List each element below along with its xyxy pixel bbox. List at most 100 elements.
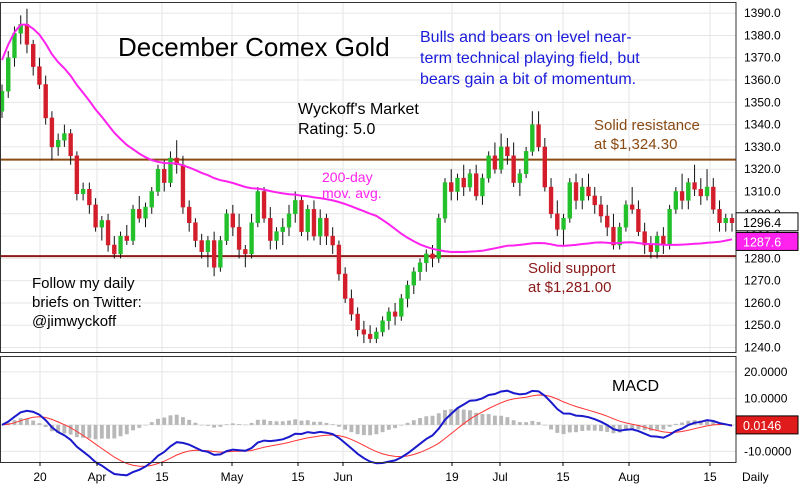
- candle-body: [130, 209, 136, 241]
- candle-body: [49, 117, 55, 148]
- macd-histogram-bar: [355, 424, 360, 435]
- macd-histogram-bar: [131, 424, 135, 431]
- price-tick-label: 1270.0: [744, 274, 781, 288]
- candle-body: [442, 182, 448, 219]
- x-tick-label: Jun: [333, 470, 352, 484]
- candle-body: [55, 139, 61, 148]
- macd-histogram-bar: [318, 421, 323, 425]
- candle-body: [199, 240, 204, 252]
- macd-histogram-bar: [630, 424, 635, 430]
- candle-body: [536, 124, 541, 148]
- macd-value-badge-box: [735, 415, 799, 435]
- x-tick-label: Aug: [618, 470, 639, 484]
- candle-body: [661, 235, 666, 246]
- macd-histogram-bar: [62, 424, 67, 434]
- macd-histogram-bar: [517, 422, 522, 425]
- price-tick-label: 1340.0: [744, 118, 781, 132]
- macd-histogram-bar: [574, 424, 578, 433]
- price-tick-label: 1280.0: [744, 251, 781, 265]
- macd-histogram-bar: [149, 422, 154, 425]
- macd-histogram-bar: [680, 422, 685, 425]
- candle-body: [374, 331, 379, 339]
- candle-body: [124, 235, 129, 241]
- macd-histogram-bar: [87, 424, 92, 439]
- macd-histogram-bar: [124, 424, 129, 435]
- macd-histogram-bar: [162, 417, 167, 425]
- candle-body: [68, 133, 73, 157]
- candle-body: [467, 173, 473, 188]
- x-tick-label: 15: [703, 470, 717, 484]
- candle-body: [224, 213, 229, 241]
- macd-tick-label: 20.0000: [744, 365, 788, 379]
- macd-histogram-bar: [411, 420, 416, 425]
- candle-body: [692, 182, 697, 190]
- macd-label: MACD: [612, 378, 660, 395]
- candle-body: [605, 215, 610, 228]
- macd-histogram-bar: [430, 415, 435, 425]
- moving-average-badge-text: 1287.6: [743, 235, 781, 249]
- macd-panel-frame: [0, 356, 737, 463]
- macd-histogram-bar: [137, 424, 142, 428]
- macd-histogram-bar: [555, 424, 560, 433]
- macd-histogram-bar: [174, 414, 179, 425]
- macd-histogram-bar: [230, 423, 235, 425]
- macd-histogram-bar: [268, 420, 273, 425]
- candle-body: [243, 249, 248, 255]
- candle-body: [249, 222, 254, 255]
- candle-body: [31, 44, 36, 67]
- candle-body: [430, 253, 435, 259]
- macd-histogram-bar: [711, 421, 716, 425]
- macd-histogram-bar: [212, 424, 217, 428]
- macd-histogram-bar: [249, 422, 254, 425]
- macd-histogram-bar: [143, 424, 148, 426]
- frequency-label: Daily: [742, 470, 769, 484]
- macd-histogram-bar: [330, 424, 335, 425]
- macd-histogram-bar: [312, 421, 316, 425]
- price-panel-frame: [0, 2, 737, 353]
- macd-histogram-bar: [393, 424, 398, 429]
- candle-body: [143, 206, 148, 219]
- candle-body: [704, 186, 710, 197]
- macd-histogram-bar: [343, 424, 348, 430]
- macd-histogram-bar: [187, 419, 192, 425]
- moving-average-line: [1, 23, 733, 254]
- last-price-badge-text: 1296.4: [743, 216, 781, 230]
- macd-histogram-bar: [686, 420, 691, 425]
- macd-histogram-bar: [106, 424, 111, 439]
- candle-body: [293, 200, 298, 215]
- candle-body: [617, 226, 622, 246]
- candle-body: [648, 244, 654, 252]
- macd-histogram-bar: [399, 424, 404, 426]
- macd-histogram-bar: [536, 421, 541, 425]
- macd-histogram-bar: [168, 415, 173, 425]
- macd-histogram-bar: [530, 420, 535, 425]
- macd-histogram-bar: [255, 419, 260, 425]
- last-price-badge-box: [735, 212, 799, 232]
- macd-histogram-bar: [505, 417, 510, 425]
- candle-body: [186, 206, 192, 223]
- macd-histogram-bar: [661, 424, 666, 430]
- x-tick-label: 19: [445, 470, 459, 484]
- candle-body: [137, 209, 142, 219]
- macd-histogram-bar: [193, 422, 198, 425]
- macd-histogram-bar: [605, 424, 610, 432]
- candle-body: [417, 262, 423, 272]
- x-tick-label: Jul: [492, 470, 507, 484]
- candle-body: [555, 213, 560, 230]
- x-tick-label: 15: [556, 470, 570, 484]
- macd-histogram-bar: [561, 424, 566, 435]
- macd-histogram-bar: [349, 424, 354, 433]
- resistance-label: Solid resistance at $1,324.30: [594, 117, 700, 153]
- moving-average-path: [1, 23, 733, 254]
- macd-histogram-bar: [511, 420, 516, 425]
- macd-histogram-bar: [418, 418, 422, 425]
- candle-body: [274, 231, 279, 241]
- candle-body: [399, 298, 404, 317]
- macd-histogram-bar: [380, 424, 385, 433]
- candle-body: [168, 157, 173, 183]
- candle-body: [474, 173, 479, 197]
- candle-body: [311, 209, 317, 237]
- macd-histogram-bar: [549, 424, 553, 430]
- macd-histogram-bar: [205, 424, 210, 426]
- candle-body: [318, 217, 323, 237]
